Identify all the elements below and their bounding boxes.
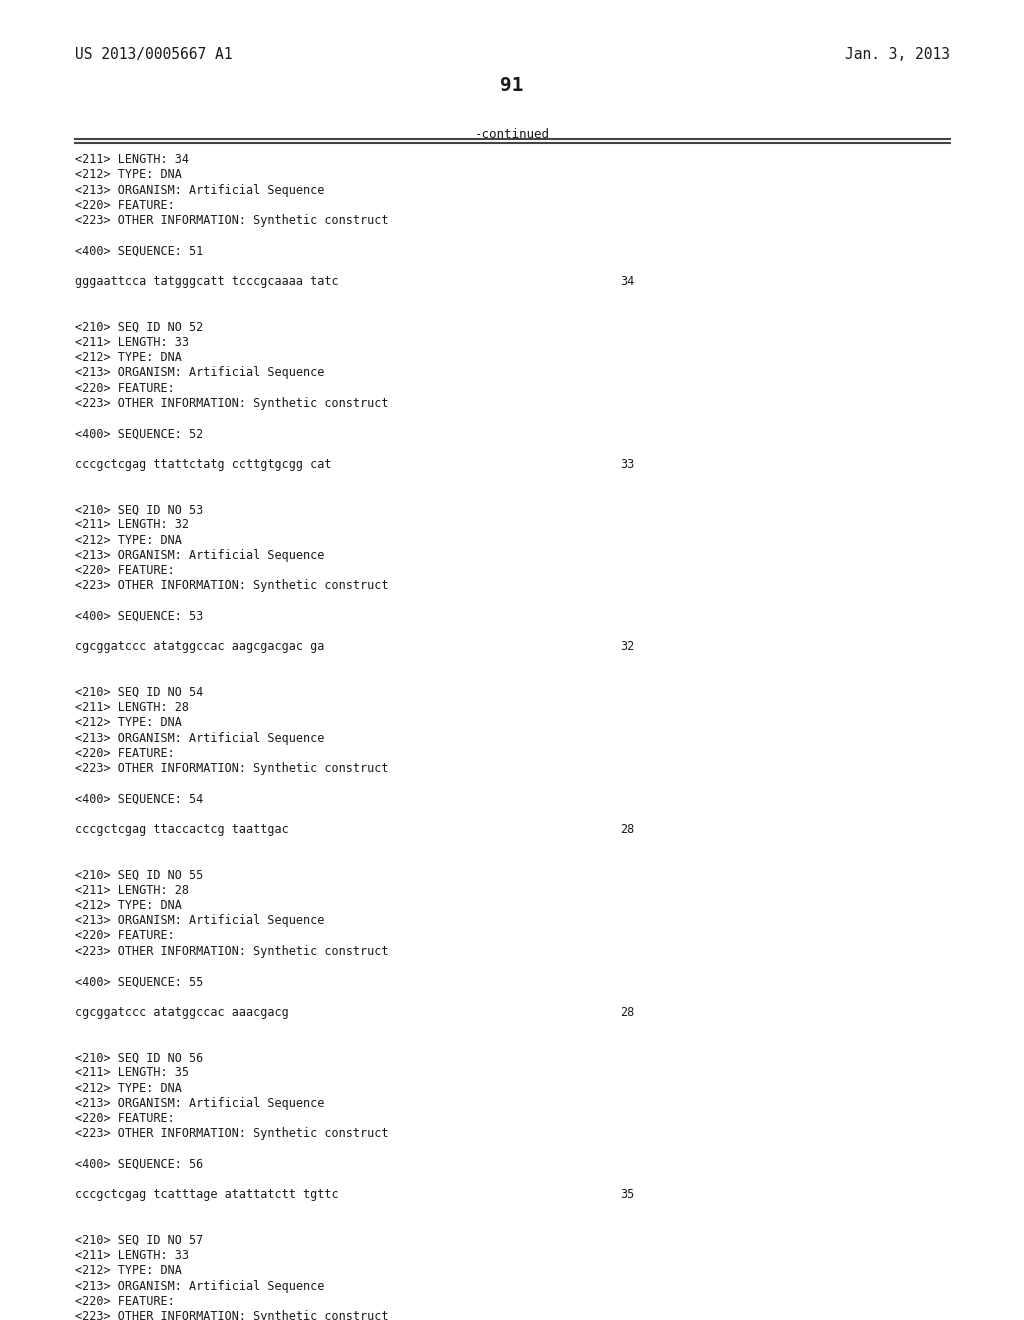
Text: 33: 33 bbox=[620, 458, 634, 471]
Text: <211> LENGTH: 28: <211> LENGTH: 28 bbox=[75, 701, 189, 714]
Text: <210> SEQ ID NO 53: <210> SEQ ID NO 53 bbox=[75, 503, 203, 516]
Text: <223> OTHER INFORMATION: Synthetic construct: <223> OTHER INFORMATION: Synthetic const… bbox=[75, 214, 388, 227]
Text: gggaattcca tatgggcatt tcccgcaaaa tatc: gggaattcca tatgggcatt tcccgcaaaa tatc bbox=[75, 275, 339, 288]
Text: <210> SEQ ID NO 56: <210> SEQ ID NO 56 bbox=[75, 1051, 203, 1064]
Text: <212> TYPE: DNA: <212> TYPE: DNA bbox=[75, 169, 182, 181]
Text: <223> OTHER INFORMATION: Synthetic construct: <223> OTHER INFORMATION: Synthetic const… bbox=[75, 579, 388, 593]
Text: <220> FEATURE:: <220> FEATURE: bbox=[75, 199, 175, 211]
Text: <213> ORGANISM: Artificial Sequence: <213> ORGANISM: Artificial Sequence bbox=[75, 366, 325, 379]
Text: cgcggatccc atatggccac aagcgacgac ga: cgcggatccc atatggccac aagcgacgac ga bbox=[75, 640, 325, 653]
Text: <400> SEQUENCE: 56: <400> SEQUENCE: 56 bbox=[75, 1158, 203, 1171]
Text: <211> LENGTH: 33: <211> LENGTH: 33 bbox=[75, 335, 189, 348]
Text: <220> FEATURE:: <220> FEATURE: bbox=[75, 1111, 175, 1125]
Text: <220> FEATURE:: <220> FEATURE: bbox=[75, 929, 175, 942]
Text: Jan. 3, 2013: Jan. 3, 2013 bbox=[845, 48, 950, 62]
Text: <213> ORGANISM: Artificial Sequence: <213> ORGANISM: Artificial Sequence bbox=[75, 549, 325, 562]
Text: <212> TYPE: DNA: <212> TYPE: DNA bbox=[75, 899, 182, 912]
Text: <210> SEQ ID NO 55: <210> SEQ ID NO 55 bbox=[75, 869, 203, 882]
Text: <223> OTHER INFORMATION: Synthetic construct: <223> OTHER INFORMATION: Synthetic const… bbox=[75, 762, 388, 775]
Text: <210> SEQ ID NO 52: <210> SEQ ID NO 52 bbox=[75, 321, 203, 334]
Text: <210> SEQ ID NO 54: <210> SEQ ID NO 54 bbox=[75, 686, 203, 698]
Text: 28: 28 bbox=[620, 1006, 634, 1019]
Text: <212> TYPE: DNA: <212> TYPE: DNA bbox=[75, 351, 182, 364]
Text: <211> LENGTH: 35: <211> LENGTH: 35 bbox=[75, 1067, 189, 1080]
Text: 35: 35 bbox=[620, 1188, 634, 1201]
Text: <213> ORGANISM: Artificial Sequence: <213> ORGANISM: Artificial Sequence bbox=[75, 1097, 325, 1110]
Text: 28: 28 bbox=[620, 822, 634, 836]
Text: <211> LENGTH: 28: <211> LENGTH: 28 bbox=[75, 884, 189, 896]
Text: cccgctcgag ttaccactcg taattgac: cccgctcgag ttaccactcg taattgac bbox=[75, 822, 289, 836]
Text: 34: 34 bbox=[620, 275, 634, 288]
Text: <213> ORGANISM: Artificial Sequence: <213> ORGANISM: Artificial Sequence bbox=[75, 915, 325, 927]
Text: <400> SEQUENCE: 53: <400> SEQUENCE: 53 bbox=[75, 610, 203, 623]
Text: US 2013/0005667 A1: US 2013/0005667 A1 bbox=[75, 48, 232, 62]
Text: <400> SEQUENCE: 52: <400> SEQUENCE: 52 bbox=[75, 428, 203, 440]
Text: -continued: -continued bbox=[474, 128, 550, 141]
Text: cccgctcgag tcatttage atattatctt tgttc: cccgctcgag tcatttage atattatctt tgttc bbox=[75, 1188, 339, 1201]
Text: <223> OTHER INFORMATION: Synthetic construct: <223> OTHER INFORMATION: Synthetic const… bbox=[75, 397, 388, 409]
Text: <212> TYPE: DNA: <212> TYPE: DNA bbox=[75, 1081, 182, 1094]
Text: <210> SEQ ID NO 57: <210> SEQ ID NO 57 bbox=[75, 1234, 203, 1247]
Text: <223> OTHER INFORMATION: Synthetic construct: <223> OTHER INFORMATION: Synthetic const… bbox=[75, 1127, 388, 1140]
Text: <212> TYPE: DNA: <212> TYPE: DNA bbox=[75, 1265, 182, 1278]
Text: <400> SEQUENCE: 54: <400> SEQUENCE: 54 bbox=[75, 792, 203, 805]
Text: <212> TYPE: DNA: <212> TYPE: DNA bbox=[75, 717, 182, 730]
Text: 32: 32 bbox=[620, 640, 634, 653]
Text: <223> OTHER INFORMATION: Synthetic construct: <223> OTHER INFORMATION: Synthetic const… bbox=[75, 1309, 388, 1320]
Text: <400> SEQUENCE: 55: <400> SEQUENCE: 55 bbox=[75, 975, 203, 989]
Text: <220> FEATURE:: <220> FEATURE: bbox=[75, 381, 175, 395]
Text: <212> TYPE: DNA: <212> TYPE: DNA bbox=[75, 533, 182, 546]
Text: <213> ORGANISM: Artificial Sequence: <213> ORGANISM: Artificial Sequence bbox=[75, 183, 325, 197]
Text: <211> LENGTH: 34: <211> LENGTH: 34 bbox=[75, 153, 189, 166]
Text: <211> LENGTH: 33: <211> LENGTH: 33 bbox=[75, 1249, 189, 1262]
Text: <220> FEATURE:: <220> FEATURE: bbox=[75, 747, 175, 760]
Text: cgcggatccc atatggccac aaacgacg: cgcggatccc atatggccac aaacgacg bbox=[75, 1006, 289, 1019]
Text: <213> ORGANISM: Artificial Sequence: <213> ORGANISM: Artificial Sequence bbox=[75, 1279, 325, 1292]
Text: cccgctcgag ttattctatg ccttgtgcgg cat: cccgctcgag ttattctatg ccttgtgcgg cat bbox=[75, 458, 332, 471]
Text: 91: 91 bbox=[501, 75, 523, 95]
Text: <213> ORGANISM: Artificial Sequence: <213> ORGANISM: Artificial Sequence bbox=[75, 731, 325, 744]
Text: <211> LENGTH: 32: <211> LENGTH: 32 bbox=[75, 519, 189, 532]
Text: <220> FEATURE:: <220> FEATURE: bbox=[75, 564, 175, 577]
Text: <223> OTHER INFORMATION: Synthetic construct: <223> OTHER INFORMATION: Synthetic const… bbox=[75, 945, 388, 958]
Text: <220> FEATURE:: <220> FEATURE: bbox=[75, 1295, 175, 1308]
Text: <400> SEQUENCE: 51: <400> SEQUENCE: 51 bbox=[75, 244, 203, 257]
